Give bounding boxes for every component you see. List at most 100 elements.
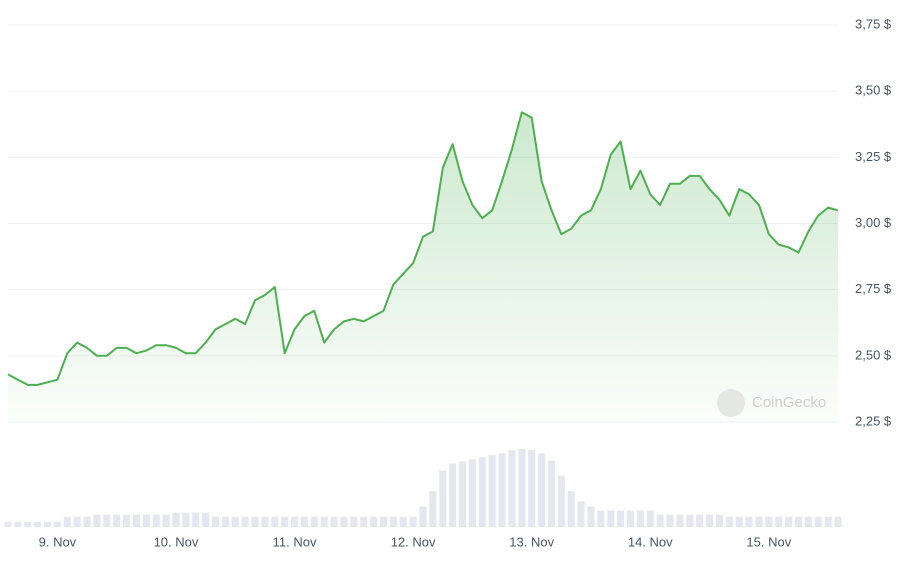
volume-bar bbox=[627, 510, 634, 527]
volume-bar bbox=[775, 516, 783, 527]
volume-bar bbox=[350, 516, 358, 527]
volume-bar bbox=[409, 516, 417, 527]
volume-bar bbox=[785, 516, 793, 527]
volume-bar bbox=[172, 512, 180, 527]
volume-bar bbox=[291, 516, 299, 527]
volume-bar bbox=[804, 516, 812, 527]
volume-bar bbox=[261, 516, 269, 527]
volume-bar bbox=[765, 516, 773, 527]
volume-bar bbox=[617, 510, 625, 527]
volume-bar bbox=[370, 516, 378, 527]
volume-bar bbox=[794, 516, 802, 527]
volume-bar bbox=[528, 450, 536, 527]
x-tick-label: 14. Nov bbox=[628, 534, 673, 549]
volume-bar bbox=[735, 516, 743, 527]
volume-bar bbox=[607, 510, 615, 527]
volume-bar bbox=[24, 521, 32, 527]
volume-bar bbox=[518, 449, 526, 527]
x-tick-label: 10. Nov bbox=[154, 534, 199, 549]
volume-bar bbox=[182, 512, 190, 527]
volume-bar bbox=[103, 514, 111, 527]
volume-bar bbox=[666, 514, 674, 527]
y-tick-label: 3,50 $ bbox=[855, 83, 892, 98]
volume-bar bbox=[330, 516, 338, 527]
volume-bar bbox=[399, 516, 407, 527]
volume-bar bbox=[725, 516, 733, 527]
volume-bar bbox=[152, 514, 160, 527]
volume-bar bbox=[755, 516, 763, 527]
volume-bar bbox=[251, 516, 259, 527]
volume-bar bbox=[389, 516, 397, 527]
volume-bar bbox=[508, 450, 516, 527]
volume-bar bbox=[745, 516, 753, 527]
volume-bar bbox=[63, 516, 71, 527]
x-tick-label: 11. Nov bbox=[273, 534, 317, 549]
volume-bar bbox=[44, 521, 52, 527]
volume-bar bbox=[715, 514, 723, 527]
volume-bar bbox=[577, 501, 585, 527]
volume-bar bbox=[449, 463, 457, 527]
volume-bar bbox=[686, 514, 694, 527]
volume-bar bbox=[162, 514, 170, 527]
x-tick-label: 13. Nov bbox=[509, 534, 554, 549]
volume-bar bbox=[231, 516, 239, 527]
y-tick-label: 3,25 $ bbox=[855, 149, 892, 164]
volume-bar bbox=[439, 470, 447, 527]
volume-bar bbox=[14, 521, 22, 527]
x-tick-label: 12. Nov bbox=[391, 534, 436, 549]
y-tick-label: 2,50 $ bbox=[855, 347, 892, 362]
volume-bar bbox=[824, 516, 832, 527]
volume-bar bbox=[34, 521, 42, 527]
volume-bar bbox=[834, 516, 842, 527]
y-tick-label: 3,00 $ bbox=[855, 215, 892, 230]
volume-bar bbox=[567, 491, 575, 527]
volume-bar bbox=[271, 516, 279, 527]
volume-bar bbox=[212, 516, 219, 527]
volume-bar bbox=[419, 506, 427, 527]
volume-bar bbox=[488, 455, 496, 527]
volume-bar bbox=[636, 510, 644, 527]
volume-bar bbox=[83, 516, 91, 527]
volume-bar bbox=[310, 516, 318, 527]
price-line bbox=[7, 111, 839, 386]
volume-bar bbox=[281, 516, 289, 527]
volume-bar bbox=[646, 510, 654, 527]
volume-bar bbox=[557, 475, 565, 527]
volume-bar bbox=[379, 516, 387, 527]
y-tick-label: 3,75 $ bbox=[855, 16, 892, 31]
volume-bar bbox=[202, 512, 210, 527]
volume-bar bbox=[706, 514, 714, 527]
volume-bar bbox=[814, 516, 822, 527]
volume-bar bbox=[320, 516, 328, 527]
y-tick-label: 2,75 $ bbox=[855, 281, 892, 296]
volume-bar bbox=[4, 521, 12, 527]
volume-bar bbox=[538, 453, 546, 527]
volume-bar bbox=[142, 514, 150, 527]
volume-bar bbox=[192, 512, 200, 527]
y-tick-label: 2,25 $ bbox=[855, 413, 892, 428]
volume-bar bbox=[656, 514, 664, 527]
volume-bar bbox=[123, 514, 131, 527]
watermark-logo bbox=[717, 389, 745, 417]
volume-bar bbox=[93, 514, 101, 527]
price-area bbox=[8, 112, 838, 423]
volume-bar bbox=[587, 506, 595, 527]
volume-bar bbox=[547, 460, 555, 527]
volume-bar bbox=[113, 514, 121, 527]
volume-bar bbox=[221, 516, 229, 527]
volume-bar bbox=[360, 516, 368, 527]
x-tick-label: 9. Nov bbox=[39, 534, 77, 549]
volume-bar bbox=[676, 514, 684, 527]
volume-bar bbox=[73, 516, 81, 527]
volume-bar bbox=[468, 459, 476, 527]
volume-bar bbox=[300, 516, 308, 527]
volume-bar bbox=[498, 453, 506, 527]
watermark: CoinGecko bbox=[717, 389, 826, 417]
volume-bar bbox=[241, 516, 249, 527]
volume-bar bbox=[340, 516, 348, 527]
volume-bar bbox=[429, 491, 437, 527]
watermark-text: CoinGecko bbox=[752, 394, 826, 411]
x-tick-label: 15. Nov bbox=[746, 534, 791, 549]
volume-bar bbox=[53, 521, 61, 527]
